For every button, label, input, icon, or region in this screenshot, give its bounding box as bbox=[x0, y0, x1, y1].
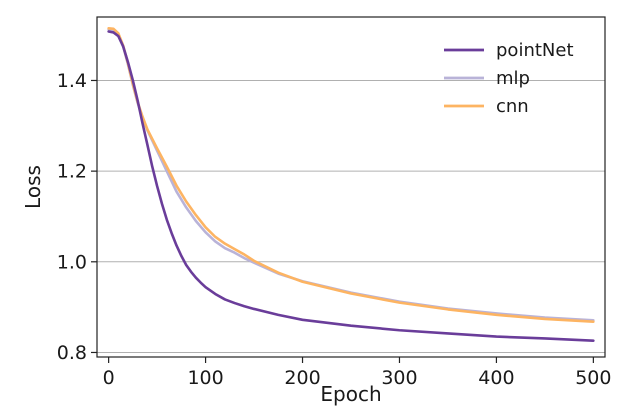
y-tick-label: 0.8 bbox=[57, 342, 87, 364]
x-tick-label: 300 bbox=[381, 367, 417, 389]
y-tick-label: 1.2 bbox=[57, 161, 87, 183]
x-tick-label: 500 bbox=[575, 367, 611, 389]
y-tick-label: 1.4 bbox=[57, 70, 87, 92]
x-tick-label: 100 bbox=[187, 367, 223, 389]
series-line-pointnet bbox=[107, 30, 595, 342]
legend-label-mlp: mlp bbox=[496, 68, 530, 89]
grid-lines bbox=[97, 79, 605, 353]
legend-label-pointnet: pointNet bbox=[496, 40, 574, 61]
x-axis-label: Epoch bbox=[320, 382, 381, 406]
x-tick-label: 400 bbox=[478, 367, 514, 389]
legend: pointNet mlp cnn bbox=[444, 40, 574, 117]
x-axis-ticks: 0 100 200 300 400 500 bbox=[103, 357, 611, 389]
legend-label-cnn: cnn bbox=[496, 96, 529, 117]
series-lines bbox=[107, 27, 595, 342]
plot-frame bbox=[96, 16, 606, 358]
y-axis-label: Loss bbox=[21, 165, 45, 209]
x-tick-label: 200 bbox=[284, 367, 320, 389]
y-axis-ticks: 0.8 1.0 1.2 1.4 bbox=[57, 70, 97, 364]
x-tick-label: 0 bbox=[103, 367, 115, 389]
y-tick-label: 1.0 bbox=[57, 251, 87, 273]
